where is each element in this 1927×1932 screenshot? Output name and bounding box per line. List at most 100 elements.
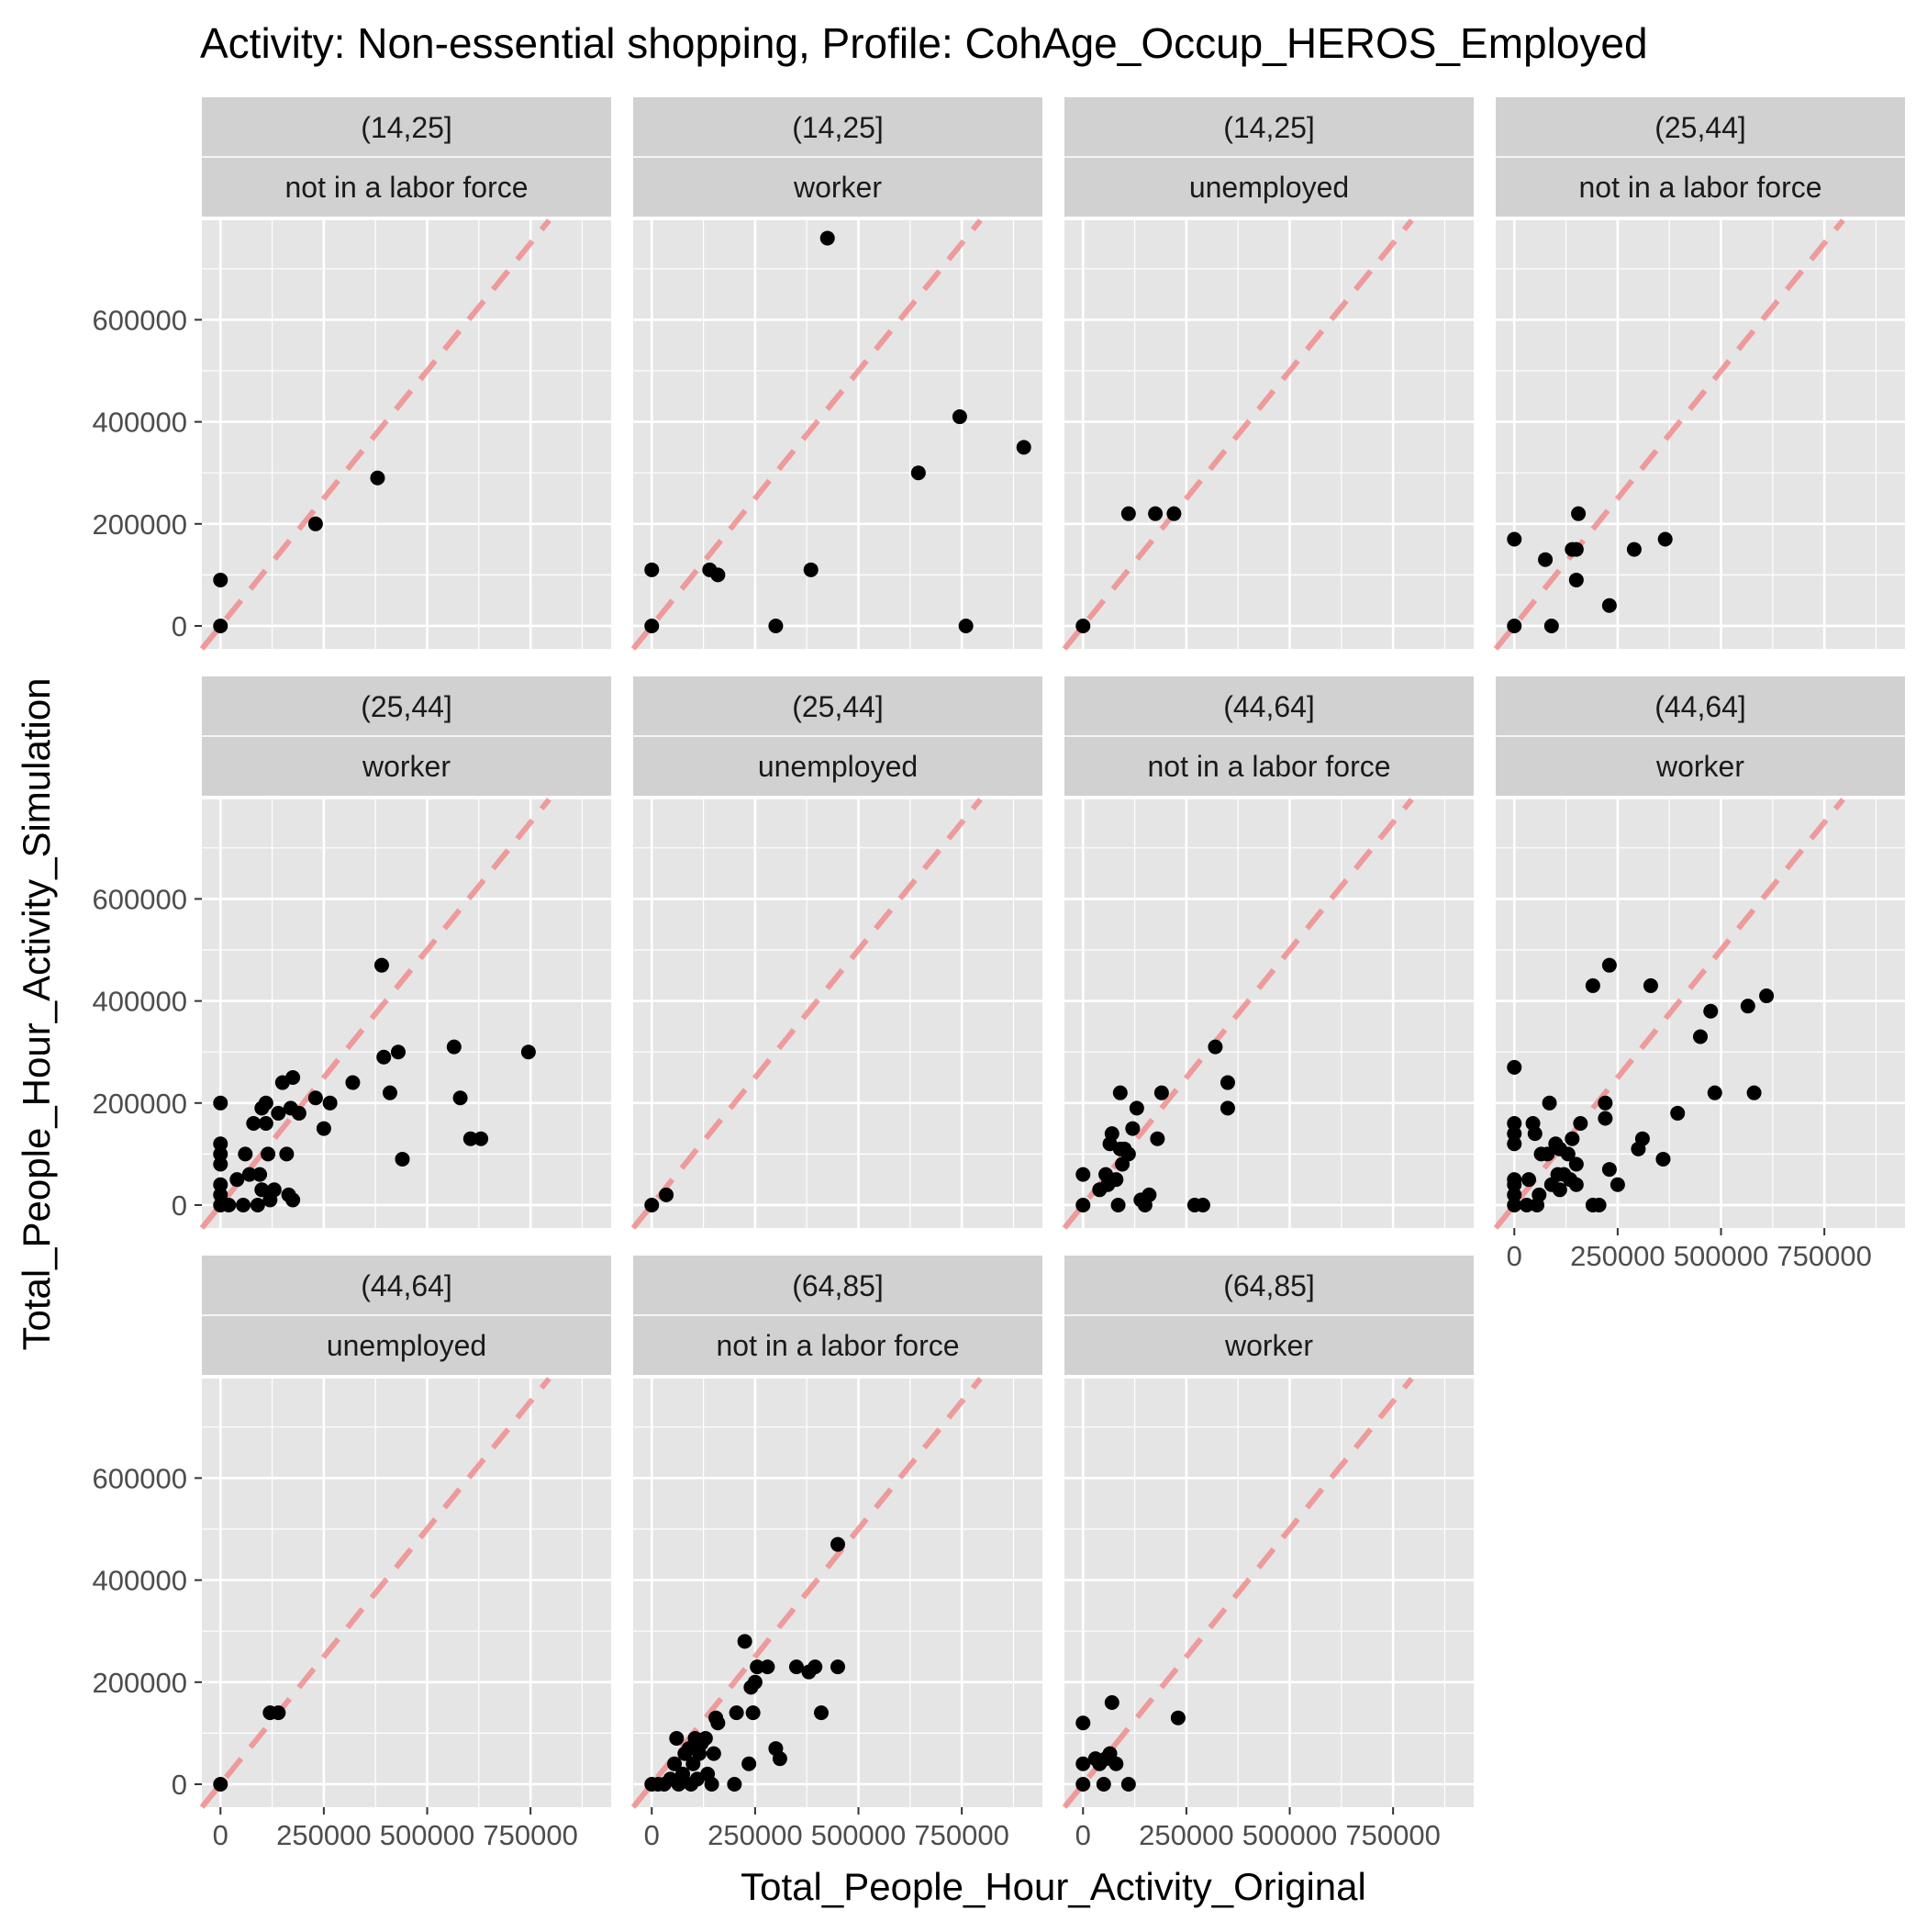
facet-panel: (64,85] worker 0 250000 500000 750000 — [1062, 1256, 1474, 1851]
x-tick-label: 750000 — [1777, 1240, 1871, 1272]
data-point — [213, 1187, 228, 1202]
data-point — [213, 1177, 228, 1192]
data-point — [322, 1095, 338, 1111]
data-point — [1610, 1177, 1625, 1192]
data-point — [1104, 1695, 1119, 1711]
data-point — [1148, 506, 1164, 521]
data-point — [1142, 1187, 1157, 1202]
facet-panel: (44,64] worker 0 250000 500000 750000 — [1493, 676, 1905, 1272]
reference-line-y-equals-x — [199, 798, 551, 1230]
reference-line-y-equals-x — [199, 1377, 551, 1809]
data-point — [1075, 1715, 1091, 1731]
data-point — [254, 1182, 270, 1198]
data-point — [803, 562, 819, 577]
data-point — [1565, 1131, 1580, 1146]
data-point — [710, 567, 726, 583]
panel-background — [202, 220, 611, 649]
data-point — [1598, 1111, 1613, 1126]
data-point — [1166, 506, 1182, 521]
y-tick-label: 0 — [172, 610, 187, 642]
data-point — [1507, 1059, 1522, 1075]
data-point — [258, 1095, 273, 1111]
data-point — [1693, 1029, 1708, 1044]
x-tick-label: 500000 — [380, 1819, 474, 1851]
strip-label-age: (44,64] — [1654, 690, 1746, 723]
x-tick-label: 0 — [213, 1819, 228, 1851]
data-point — [644, 618, 660, 633]
reference-line-y-equals-x — [630, 798, 983, 1230]
data-point — [1110, 1197, 1126, 1212]
panel-background — [633, 799, 1042, 1228]
data-point — [462, 1131, 478, 1146]
x-tick-label: 250000 — [1139, 1819, 1233, 1851]
x-tick-label: 250000 — [707, 1819, 802, 1851]
data-point — [1527, 1126, 1543, 1142]
x-tick-label: 250000 — [1570, 1240, 1665, 1272]
facet-panel: (25,44] unemployed — [630, 676, 1042, 1230]
facet-panel: (25,44] not in a labor force — [1493, 97, 1905, 651]
strip-label-occupation: not in a labor force — [1578, 171, 1821, 204]
facet-panel: (64,85] not in a labor force 0 250000 500000… — [630, 1256, 1042, 1851]
x-tick-label: 0 — [1075, 1819, 1091, 1851]
data-point — [1538, 552, 1554, 567]
x-tick-label: 750000 — [914, 1819, 1008, 1851]
data-point — [727, 1776, 742, 1792]
data-point — [285, 1192, 301, 1208]
facet-panel: (14,25] not in a labor force 0 200000 400000… — [93, 97, 611, 651]
data-point — [1573, 1116, 1588, 1132]
data-point — [1571, 506, 1587, 521]
data-point — [788, 1659, 804, 1675]
data-point — [697, 1730, 713, 1746]
data-point — [760, 1659, 775, 1675]
data-point — [910, 465, 926, 481]
data-point — [1703, 1003, 1719, 1019]
data-point — [213, 1776, 228, 1792]
data-point — [1507, 618, 1522, 633]
data-point — [446, 1039, 462, 1055]
strip-label-age: (25,44] — [1654, 111, 1746, 144]
facet-panel: (14,25] unemployed — [1062, 97, 1474, 651]
data-point — [285, 1069, 301, 1085]
y-axis-title: Total_People_Hour_Activity_Simulation — [15, 677, 58, 1350]
data-point — [1740, 999, 1755, 1014]
data-point — [1507, 1116, 1522, 1132]
strip-label-age: (14,25] — [792, 111, 884, 144]
strip-label-occupation: unemployed — [327, 1329, 486, 1362]
data-point — [258, 1116, 273, 1132]
strip-label-age: (44,64] — [361, 1269, 452, 1302]
data-point — [345, 1075, 361, 1090]
data-point — [1075, 1167, 1091, 1182]
data-point — [1657, 531, 1673, 547]
y-tick-label: 200000 — [93, 508, 187, 541]
data-point — [1643, 977, 1658, 993]
data-point — [213, 1146, 228, 1162]
facet-panel: (25,44] worker 0 200000 400000 600000 — [93, 676, 611, 1230]
data-point — [520, 1044, 536, 1060]
data-point — [1601, 597, 1617, 613]
data-point — [1560, 1146, 1576, 1162]
data-point — [1670, 1105, 1686, 1121]
data-point — [307, 516, 323, 531]
data-point — [241, 1167, 257, 1182]
y-tick-label: 400000 — [93, 407, 187, 439]
data-point — [1075, 1756, 1091, 1771]
x-tick-label: 0 — [1507, 1240, 1522, 1272]
data-point — [830, 1536, 845, 1552]
data-point — [1108, 1756, 1124, 1771]
data-point — [1507, 1187, 1522, 1202]
reference-line-y-equals-x — [1062, 218, 1414, 651]
data-point — [1543, 618, 1559, 633]
data-point — [213, 1095, 228, 1111]
data-point — [1634, 1131, 1650, 1146]
x-tick-label: 750000 — [483, 1819, 577, 1851]
strip-label-age: (14,25] — [361, 111, 452, 144]
data-point — [745, 1705, 761, 1721]
data-point — [958, 618, 974, 633]
y-tick-label: 200000 — [93, 1088, 187, 1120]
data-point — [1507, 531, 1522, 547]
data-point — [1568, 1156, 1584, 1172]
data-point — [1120, 1776, 1136, 1792]
y-tick-label: 600000 — [93, 1462, 187, 1494]
